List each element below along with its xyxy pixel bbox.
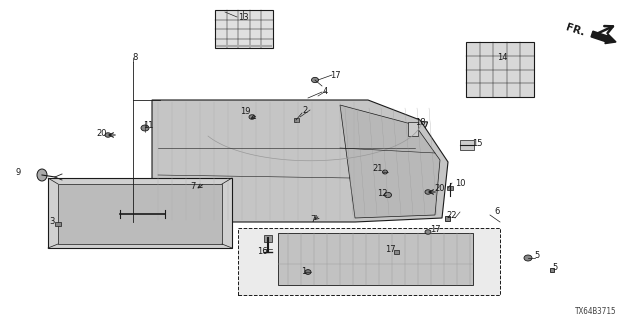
Polygon shape — [199, 121, 428, 163]
Text: 1: 1 — [301, 268, 307, 276]
Text: 13: 13 — [237, 12, 248, 21]
Ellipse shape — [385, 192, 392, 198]
Text: 5: 5 — [552, 263, 557, 273]
Text: 17: 17 — [330, 70, 340, 79]
Text: 21: 21 — [372, 164, 383, 172]
Text: 7: 7 — [310, 214, 316, 223]
Ellipse shape — [37, 169, 47, 181]
Bar — [278, 233, 473, 285]
Text: 19: 19 — [240, 107, 250, 116]
Ellipse shape — [105, 133, 111, 137]
Text: 17: 17 — [385, 245, 396, 254]
Bar — [408, 122, 418, 136]
Text: 7: 7 — [190, 181, 196, 190]
Text: FR.: FR. — [564, 22, 586, 38]
Bar — [294, 118, 298, 122]
Polygon shape — [58, 184, 222, 244]
Polygon shape — [152, 100, 448, 222]
Text: 9: 9 — [15, 167, 20, 177]
Text: 15: 15 — [472, 139, 483, 148]
Bar — [394, 251, 399, 254]
Text: 20: 20 — [97, 129, 108, 138]
Text: 12: 12 — [377, 188, 387, 197]
Ellipse shape — [312, 77, 319, 83]
Text: 11: 11 — [143, 121, 153, 130]
Text: 20: 20 — [435, 183, 445, 193]
Ellipse shape — [524, 255, 532, 261]
Text: 16: 16 — [257, 247, 268, 257]
FancyArrow shape — [591, 31, 616, 44]
Text: 6: 6 — [494, 207, 500, 217]
Ellipse shape — [425, 230, 431, 234]
Text: 3: 3 — [49, 218, 54, 227]
Text: 17: 17 — [429, 226, 440, 235]
Bar — [466, 42, 534, 97]
Text: TX64B3715: TX64B3715 — [575, 308, 617, 316]
Polygon shape — [340, 105, 440, 218]
Text: 22: 22 — [447, 211, 457, 220]
Bar — [238, 228, 500, 295]
Text: 8: 8 — [132, 52, 138, 61]
Ellipse shape — [383, 170, 387, 174]
Text: 18: 18 — [415, 117, 426, 126]
Bar — [445, 215, 449, 220]
Bar — [550, 268, 554, 272]
Text: 14: 14 — [497, 52, 508, 61]
Ellipse shape — [141, 125, 149, 131]
Bar — [215, 10, 273, 48]
Bar — [447, 186, 453, 190]
Bar — [264, 235, 272, 242]
Bar — [55, 222, 61, 226]
Ellipse shape — [425, 190, 431, 194]
Polygon shape — [48, 178, 232, 248]
Bar — [460, 140, 474, 150]
Text: 2: 2 — [302, 106, 308, 115]
Text: 4: 4 — [323, 86, 328, 95]
Text: 10: 10 — [455, 179, 465, 188]
Ellipse shape — [249, 115, 255, 119]
Ellipse shape — [305, 269, 311, 275]
Text: 5: 5 — [534, 251, 540, 260]
